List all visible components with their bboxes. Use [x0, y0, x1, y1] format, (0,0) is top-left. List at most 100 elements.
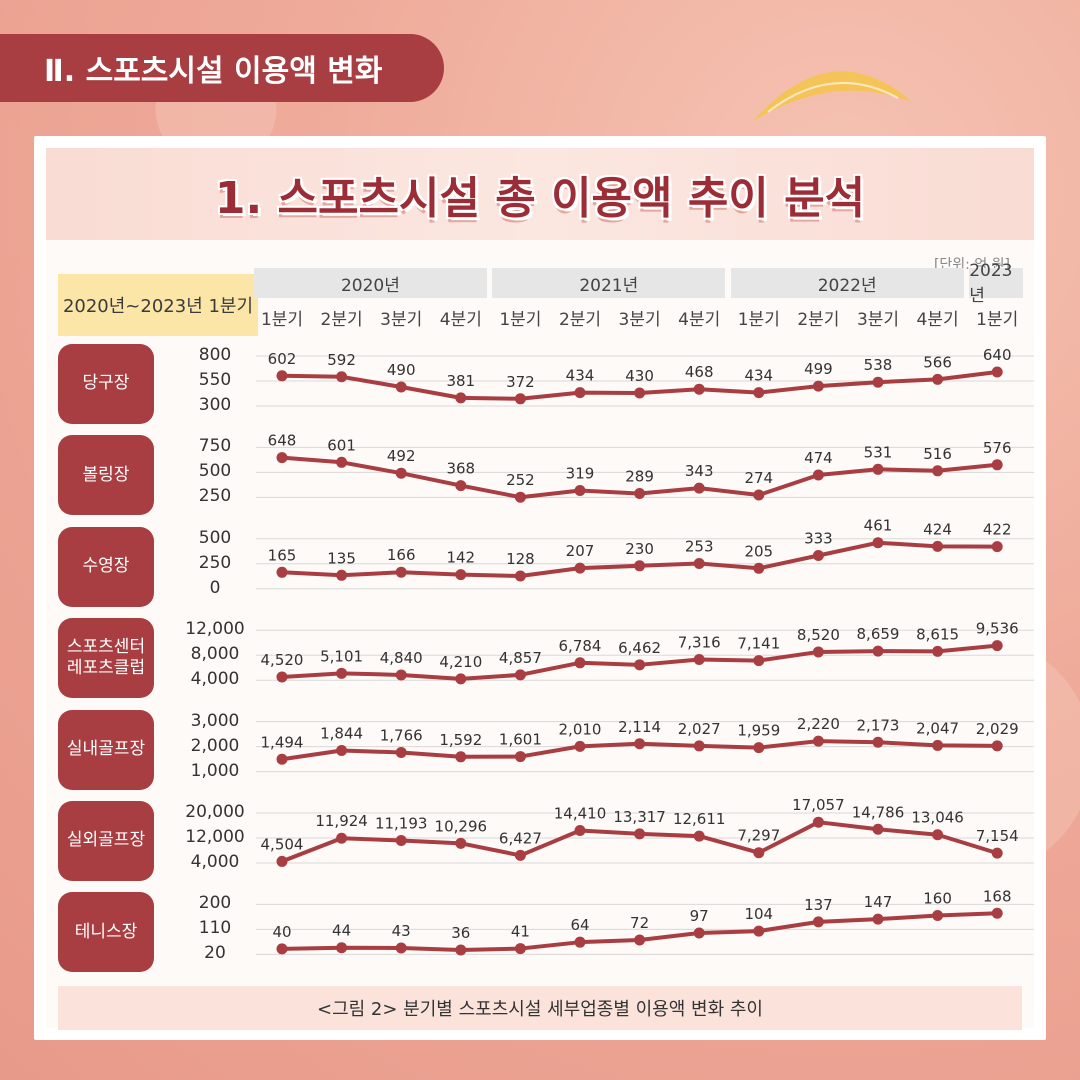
data-label: 319 — [566, 465, 595, 483]
data-label: 6,784 — [559, 637, 602, 655]
data-label: 381 — [446, 372, 475, 390]
data-point — [276, 370, 288, 382]
data-label: 461 — [864, 517, 893, 535]
data-label: 1,494 — [261, 733, 304, 751]
data-point — [276, 566, 288, 578]
data-point — [872, 537, 884, 549]
data-point — [753, 847, 765, 859]
data-point — [991, 640, 1003, 652]
data-label: 6,427 — [499, 829, 542, 847]
data-label: 11,924 — [315, 812, 368, 830]
data-point — [872, 645, 884, 657]
data-point — [812, 469, 824, 481]
data-label: 1,592 — [439, 731, 482, 749]
data-label: 2,173 — [857, 716, 900, 734]
data-label: 2,114 — [618, 718, 661, 736]
data-label: 8,615 — [916, 625, 959, 643]
data-point — [693, 482, 705, 494]
quarter-label: 4분기 — [439, 310, 482, 330]
data-label: 2,010 — [559, 720, 602, 738]
data-point — [812, 380, 824, 392]
data-label: 8,659 — [857, 625, 900, 643]
data-label: 2,027 — [678, 720, 721, 738]
data-point — [574, 485, 586, 496]
data-label: 14,410 — [554, 804, 607, 822]
data-point — [395, 566, 407, 578]
data-label: 1,601 — [499, 731, 542, 749]
category-badge: 테니스장 — [58, 892, 154, 973]
category-badge: 실내골프장 — [58, 709, 154, 790]
data-label: 434 — [566, 367, 595, 385]
y-tick-label: 500 — [198, 461, 232, 482]
data-point — [276, 753, 288, 765]
data-label: 2,047 — [916, 719, 959, 737]
data-point — [812, 646, 824, 658]
data-point — [872, 376, 884, 388]
data-point — [455, 392, 467, 404]
data-point — [932, 829, 944, 841]
quarter-label: 3분기 — [380, 310, 423, 330]
y-tick-label: 250 — [198, 552, 232, 573]
data-point — [812, 735, 824, 747]
data-label: 368 — [446, 460, 475, 478]
data-label: 14,786 — [852, 803, 905, 821]
data-point — [395, 942, 407, 954]
data-point — [574, 740, 586, 752]
data-point — [872, 823, 884, 835]
y-tick-label: 550 — [198, 370, 232, 390]
data-point — [276, 943, 288, 955]
data-label: 10,296 — [435, 817, 488, 835]
data-point — [574, 824, 586, 836]
data-point — [395, 467, 407, 479]
data-label: 592 — [327, 351, 356, 369]
data-point — [991, 740, 1003, 752]
quarter-label: 1분기 — [976, 310, 1019, 330]
data-label: 333 — [804, 530, 833, 548]
data-label: 165 — [268, 546, 297, 564]
quarter-label: 4분기 — [916, 310, 959, 330]
data-label: 137 — [804, 896, 833, 914]
data-point — [574, 562, 586, 574]
data-point — [336, 832, 348, 844]
y-tick-label: 250 — [198, 486, 232, 507]
data-point — [395, 669, 407, 681]
data-label: 474 — [804, 449, 833, 467]
data-label: 2,220 — [797, 715, 840, 733]
data-label: 372 — [506, 373, 535, 391]
quarter-label: 2분기 — [797, 310, 840, 330]
data-point — [753, 742, 765, 754]
data-label: 1,959 — [737, 722, 780, 740]
data-point — [991, 459, 1003, 471]
data-point — [514, 849, 526, 861]
data-point — [336, 667, 348, 679]
data-point — [514, 669, 526, 681]
category-badge: 당구장 — [58, 344, 154, 424]
data-label: 576 — [983, 439, 1012, 457]
data-label: 566 — [923, 353, 952, 371]
data-point — [872, 736, 884, 748]
data-label: 7,141 — [737, 635, 780, 653]
category-badge: 수영장 — [58, 526, 154, 607]
data-point — [753, 655, 765, 667]
data-label: 17,057 — [792, 796, 845, 814]
data-label: 11,193 — [375, 815, 428, 833]
data-label: 538 — [864, 356, 893, 374]
data-point — [336, 745, 348, 756]
data-label: 41 — [511, 923, 530, 941]
data-label: 601 — [327, 436, 356, 454]
quarter-label: 3분기 — [618, 310, 661, 330]
data-point — [932, 739, 944, 751]
data-label: 434 — [744, 367, 773, 385]
y-tick-label: 300 — [198, 395, 232, 415]
data-label: 13,046 — [911, 809, 964, 827]
data-point — [634, 934, 646, 946]
data-label: 44 — [332, 922, 351, 940]
data-label: 104 — [744, 905, 773, 923]
data-point — [514, 751, 526, 763]
data-point — [276, 855, 288, 867]
data-label: 13,317 — [613, 808, 666, 826]
data-label: 422 — [983, 521, 1012, 539]
data-label: 135 — [327, 549, 356, 567]
data-point — [514, 393, 526, 405]
quarter-label: 1분기 — [499, 310, 542, 330]
